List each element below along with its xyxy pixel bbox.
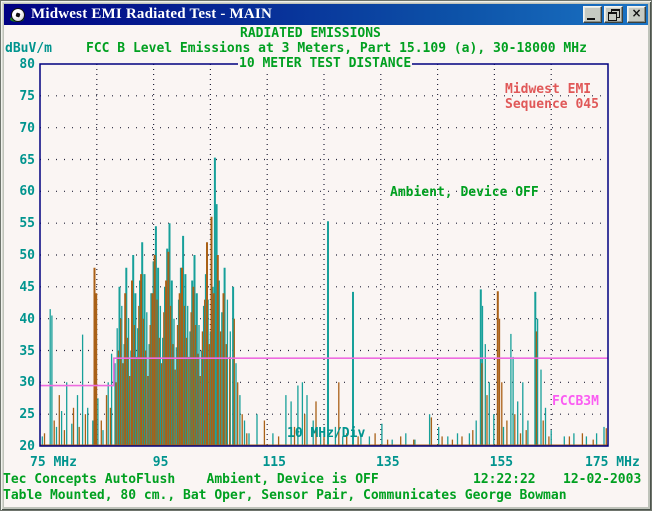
close-button close-icon[interactable]: × [627, 6, 646, 23]
y-tick-label: 55 [19, 216, 35, 232]
status-line-2: Table Mounted, 80 cm., Bat Oper, Sensor … [3, 488, 567, 503]
restore-button restore-icon[interactable] [604, 6, 623, 23]
limit-label: FCCB3M [552, 394, 599, 409]
y-tick-label: 50 [19, 248, 35, 263]
y-tick-label: 25 [19, 407, 35, 423]
x-tick-label: 155 [489, 455, 514, 470]
sequence-annotation-line2: Sequence 045 [505, 97, 599, 112]
x-tick-label: 135 [376, 455, 400, 470]
x-tick-label: 95 [152, 455, 169, 470]
minimize-button minimize-icon[interactable] [583, 6, 602, 23]
scan-annotation: Ambient, Device OFF [390, 185, 539, 200]
x-tick-label: 115 [262, 455, 286, 470]
y-unit-label: dBuV/m [5, 41, 52, 56]
y-tick-label: 80 [19, 57, 35, 72]
x-tick-label: 75 MHz [30, 455, 77, 470]
sequence-annotation-line1: Midwest EMI [505, 82, 592, 97]
y-tick-label: 30 [19, 375, 35, 391]
window-controls: × [583, 6, 646, 23]
title-bar[interactable]: Midwest EMI Radiated Test - MAIN × [4, 4, 648, 25]
y-tick-label: 35 [19, 343, 35, 359]
status-time: 12:22:22 [473, 472, 536, 487]
y-tick-label: 40 [19, 311, 35, 327]
test-distance-label: 10 METER TEST DISTANCE [238, 56, 413, 71]
status-date: 12-02-2003 [563, 472, 642, 487]
y-tick-label: 20 [19, 439, 35, 454]
y-tick-label: 75 [19, 88, 35, 104]
y-tick-label: 60 [19, 184, 35, 200]
window-title: Midwest EMI Radiated Test - MAIN [31, 6, 272, 22]
x-tick-label: 175 MHz [585, 455, 640, 470]
div-annotation: 10 MHz/Div [287, 426, 366, 441]
app-icon soccer-ball-icon [9, 7, 25, 23]
y-tick-label: 70 [19, 120, 35, 136]
chart-subtitle: FCC B Level Emissions at 3 Meters, Part … [86, 41, 587, 56]
status-line-1: Tec Concepts AutoFlush Ambient, Device i… [3, 472, 379, 487]
y-tick-label: 65 [19, 152, 35, 168]
y-tick-label: 45 [19, 279, 35, 295]
chart-title: RADIATED EMISSIONS [240, 26, 381, 41]
